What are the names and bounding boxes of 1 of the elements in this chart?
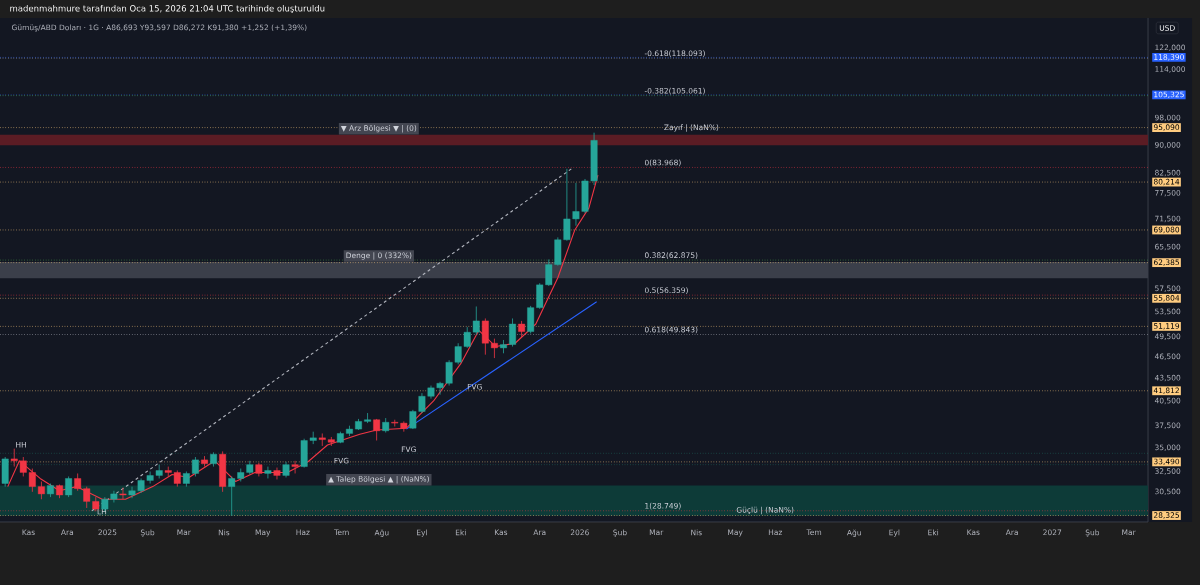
chart-title: madenmahmure tarafından Oca 15, 2026 21:04 UTC tarihinde oluşturuldu: [10, 4, 325, 14]
